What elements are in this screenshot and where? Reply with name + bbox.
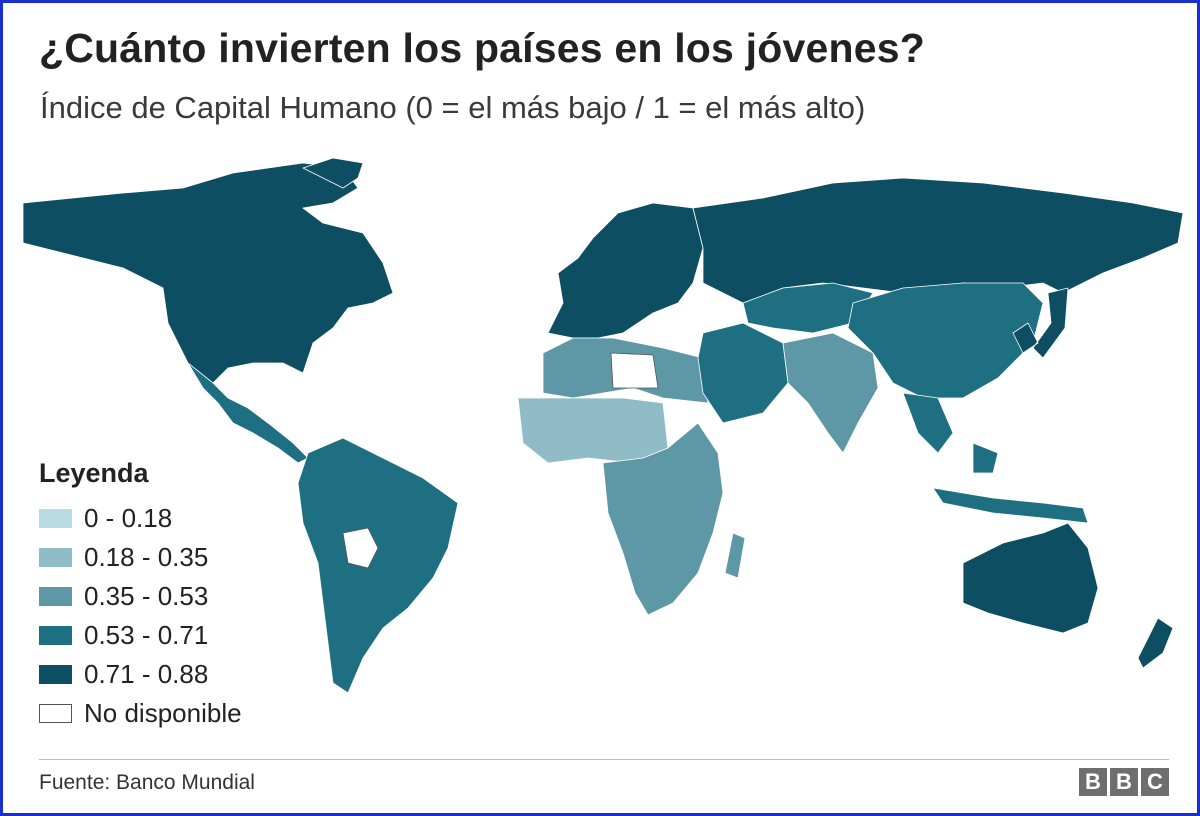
legend-swatch bbox=[39, 509, 72, 528]
region-libya bbox=[610, 352, 659, 389]
legend-item: 0 - 0.18 bbox=[39, 499, 299, 538]
legend-label: 0 - 0.18 bbox=[84, 503, 173, 533]
legend-title: Leyenda bbox=[39, 458, 149, 488]
chart-subtitle: Índice de Capital Humano (0 = el más baj… bbox=[40, 90, 866, 125]
region-mexico-central-america bbox=[187, 362, 309, 464]
world-choropleth-map bbox=[22, 157, 1184, 694]
region-central-southern-africa bbox=[602, 422, 724, 616]
legend-swatch bbox=[39, 665, 72, 684]
legend-item: 0.18 - 0.35 bbox=[39, 538, 299, 577]
legend-item: 0.71 - 0.88 bbox=[39, 655, 299, 694]
legend-item: 0.35 - 0.53 bbox=[39, 577, 299, 616]
legend-swatch bbox=[39, 626, 72, 645]
region-europe bbox=[547, 202, 704, 339]
legend-label: 0.53 - 0.71 bbox=[84, 620, 209, 650]
bbc-logo-letter: B bbox=[1079, 768, 1107, 796]
region-greenland bbox=[302, 157, 364, 189]
legend-label: 0.71 - 0.88 bbox=[84, 659, 209, 689]
bbc-logo: B B C bbox=[1079, 768, 1169, 796]
region-china bbox=[847, 282, 1044, 399]
legend: Leyenda 0 - 0.18 0.18 - 0.35 0.35 - 0.53… bbox=[39, 458, 299, 733]
region-southeast-asia bbox=[902, 392, 1089, 524]
legend-item: No disponible bbox=[39, 694, 299, 733]
region-middle-east bbox=[697, 322, 789, 424]
legend-swatch bbox=[39, 548, 72, 567]
region-australia bbox=[962, 522, 1099, 634]
region-new-zealand bbox=[1137, 617, 1174, 669]
region-russia bbox=[692, 177, 1184, 304]
legend-swatch bbox=[39, 704, 72, 723]
region-west-africa bbox=[517, 397, 669, 464]
legend-item: 0.53 - 0.71 bbox=[39, 616, 299, 655]
footer-divider bbox=[39, 759, 1169, 760]
source-note: Fuente: Banco Mundial bbox=[39, 771, 255, 794]
chart-title: ¿Cuánto invierten los países en los jóve… bbox=[39, 25, 925, 71]
region-japan-korea bbox=[1012, 287, 1069, 359]
legend-label: 0.35 - 0.53 bbox=[84, 581, 209, 611]
bbc-logo-letter: C bbox=[1141, 768, 1169, 796]
legend-swatch bbox=[39, 587, 72, 606]
region-south-asia bbox=[782, 332, 879, 454]
region-south-america bbox=[297, 437, 459, 694]
bbc-logo-letter: B bbox=[1110, 768, 1138, 796]
legend-label: 0.18 - 0.35 bbox=[84, 542, 209, 572]
region-bolivia bbox=[342, 527, 379, 569]
legend-label: No disponible bbox=[84, 698, 242, 728]
region-north-america bbox=[22, 162, 394, 384]
region-madagascar bbox=[724, 532, 746, 579]
